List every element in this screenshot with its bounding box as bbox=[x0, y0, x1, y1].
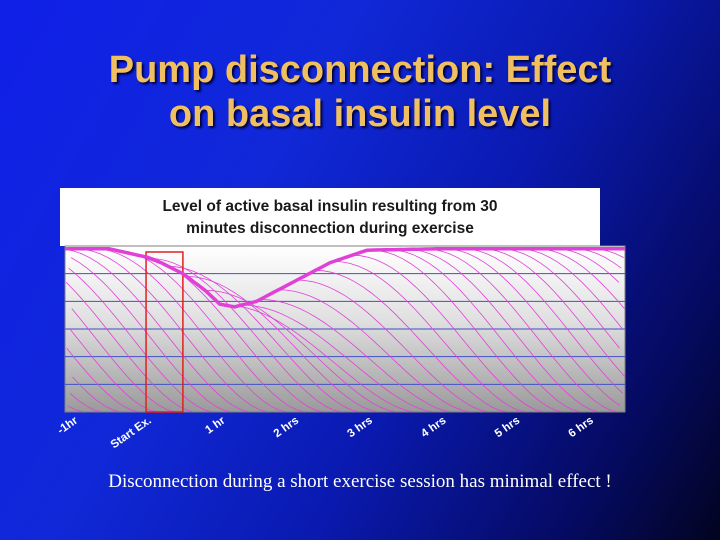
chart-title-line-2: minutes disconnection during exercise bbox=[186, 220, 474, 237]
x-tick-label: 3 hrs bbox=[345, 415, 374, 441]
decay-curve bbox=[149, 258, 342, 413]
decay-curve bbox=[333, 261, 526, 413]
x-tick-label: 6 hrs bbox=[566, 415, 595, 441]
decay-curve bbox=[204, 289, 397, 413]
series-line-basal-insulin bbox=[65, 247, 625, 309]
decay-curve bbox=[67, 405, 84, 413]
x-tick-label: 2 hrs bbox=[272, 415, 301, 441]
x-tick-label: 5 hrs bbox=[493, 415, 522, 441]
decay-curve bbox=[241, 304, 434, 413]
decay-curve bbox=[223, 304, 416, 413]
x-tick-label: 4 hrs bbox=[419, 415, 448, 441]
x-tick-labels: -1hr Start Ex. 1 hr 2 hrs 3 hrs 4 hrs 5 hrs 6 h… bbox=[55, 414, 595, 451]
slide-title: Pump disconnection: Effect on basal insu… bbox=[0, 48, 720, 136]
decay-curve bbox=[71, 308, 176, 413]
x-tick-label: 1 hr bbox=[203, 414, 228, 436]
decay-curve bbox=[370, 249, 563, 413]
decay-curve bbox=[481, 248, 626, 378]
slide-title-line-1: Pump disconnection: Effect bbox=[108, 49, 612, 91]
decay-curve bbox=[278, 289, 471, 413]
decay-curve bbox=[69, 392, 102, 413]
decay-curve bbox=[76, 248, 268, 413]
decay-curve bbox=[70, 257, 231, 413]
decay-curve bbox=[389, 249, 581, 413]
decay-curve bbox=[315, 269, 508, 413]
decay-curve bbox=[407, 249, 600, 413]
decay-curve bbox=[536, 248, 625, 309]
decay-curve bbox=[65, 248, 250, 413]
decay-curve bbox=[352, 254, 544, 413]
decay-curve bbox=[499, 248, 620, 349]
decay-curve bbox=[66, 348, 139, 413]
chart-title: Level of active basal insulin resulting … bbox=[60, 196, 600, 240]
decay-curve bbox=[426, 248, 618, 413]
decay-curve bbox=[68, 267, 213, 413]
decay-curve bbox=[94, 248, 287, 413]
chart-title-line-1: Level of active basal insulin resulting … bbox=[162, 198, 498, 215]
x-tick-label: -1hr bbox=[55, 414, 80, 437]
decay-curve bbox=[68, 327, 158, 413]
disconnection-window-box bbox=[145, 251, 184, 413]
decay-curve bbox=[168, 265, 360, 413]
decay-curve bbox=[260, 299, 452, 413]
slide-title-line-2: on basal insulin level bbox=[168, 93, 552, 135]
decay-curve bbox=[462, 248, 623, 394]
chart-title-panel bbox=[60, 188, 600, 246]
slide-caption: Disconnection during a short exercise se… bbox=[108, 471, 612, 492]
decay-curve bbox=[297, 279, 489, 413]
decay-curve bbox=[186, 276, 379, 413]
decay-curve bbox=[518, 248, 623, 329]
decay-curve bbox=[444, 248, 621, 407]
decay-curve bbox=[72, 376, 121, 413]
x-tick-label: Start Ex. bbox=[109, 415, 154, 452]
decay-curve bbox=[65, 282, 195, 413]
